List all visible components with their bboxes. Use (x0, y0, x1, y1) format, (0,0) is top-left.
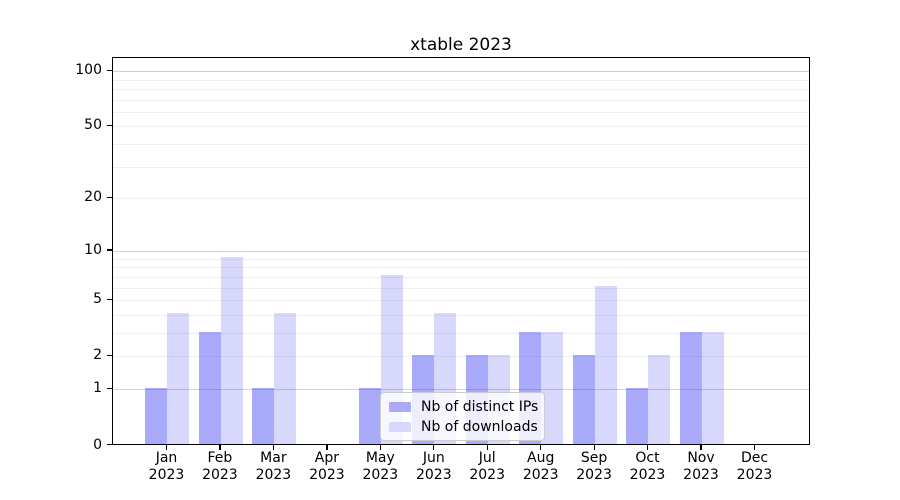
y-tick-0 (107, 444, 112, 446)
x-tick-label-oct: Oct 2023 (629, 450, 666, 483)
gridline-minor-40 (113, 144, 809, 146)
y-tick-5 (107, 298, 112, 300)
x-tick-feb (219, 445, 221, 450)
bar-distinct-ips-nov (679, 331, 702, 444)
gridline-minor-3 (113, 333, 809, 334)
legend-swatch-downloads (389, 421, 411, 432)
gridline-minor-80 (113, 88, 809, 90)
x-tick-nov (700, 445, 702, 450)
x-tick-label-jul: Jul 2023 (469, 450, 505, 483)
y-tick-label-2: 2 (93, 347, 102, 364)
x-tick-label-jan: Jan 2023 (148, 450, 185, 483)
y-tick-50 (107, 124, 112, 127)
gridline-minor-4 (113, 314, 809, 316)
y-tick-20 (107, 196, 112, 199)
y-tick-label-100: 100 (75, 62, 102, 78)
x-tick-label-dec: Dec 2023 (736, 450, 773, 483)
gridline-minor-5 (113, 300, 809, 302)
x-tick-may (379, 445, 381, 450)
x-tick-jan (165, 445, 168, 450)
bar-downloads-jan (167, 313, 189, 444)
gridline-minor-50 (113, 126, 809, 128)
gridline-minor-30 (113, 166, 809, 168)
bar-distinct-ips-jan (145, 387, 167, 444)
chart-title: xtable 2023 (410, 35, 512, 55)
y-tick-label-5: 5 (93, 291, 102, 308)
gridline-major-100 (113, 71, 809, 72)
gridline-minor-70 (113, 99, 809, 101)
gridline-minor-8 (113, 267, 809, 269)
bar-distinct-ips-sep (572, 354, 595, 444)
y-tick-label-0: 0 (93, 436, 102, 453)
bar-distinct-ips-mar (251, 387, 274, 444)
y-tick-label-10: 10 (84, 241, 102, 258)
gridline-minor-7 (113, 276, 809, 278)
gridline-minor-90 (113, 79, 809, 81)
gridline-minor-2 (113, 356, 809, 358)
legend-swatch-distinct-ips (389, 401, 411, 412)
gridline-major-1 (113, 389, 809, 391)
bar-distinct-ips-feb (198, 331, 221, 444)
x-tick-label-nov: Nov 2023 (683, 450, 719, 483)
bar-distinct-ips-may (358, 387, 381, 444)
x-tick-label-jun: Jun 2023 (415, 450, 452, 483)
gridline-minor-20 (113, 198, 809, 200)
x-tick-jul (486, 445, 488, 450)
x-tick-label-sep: Sep 2023 (576, 450, 612, 483)
gridline-major-10 (113, 250, 809, 252)
legend: Nb of distinct IPs Nb of downloads (380, 392, 545, 441)
gridline-minor-60 (113, 111, 809, 113)
x-tick-oct (646, 445, 649, 450)
y-tick-label-20: 20 (84, 189, 102, 206)
y-tick-label-50: 50 (84, 117, 102, 134)
x-tick-dec (753, 445, 756, 450)
plot-area (112, 57, 810, 445)
bar-downloads-sep (594, 286, 617, 444)
x-tick-label-aug: Aug 2023 (522, 450, 559, 483)
bar-downloads-oct (648, 354, 670, 444)
bar-downloads-mar (273, 313, 296, 444)
x-tick-apr (326, 445, 328, 450)
x-tick-label-feb: Feb 2023 (202, 450, 238, 483)
x-tick-label-mar: Mar 2023 (255, 450, 292, 483)
y-tick-2 (107, 354, 112, 357)
gridline-minor-9 (113, 258, 809, 260)
y-tick-100 (107, 69, 112, 71)
bar-downloads-nov (701, 331, 724, 444)
y-tick-1 (107, 387, 112, 390)
legend-label-distinct-ips: Nb of distinct IPs (421, 398, 539, 415)
bar-downloads-feb (220, 257, 243, 444)
x-tick-mar (272, 445, 275, 450)
y-tick-10 (107, 249, 112, 251)
legend-item-distinct-ips: Nb of distinct IPs (389, 398, 539, 415)
gridline-minor-6 (113, 287, 809, 289)
legend-item-downloads: Nb of downloads (389, 418, 538, 435)
x-tick-aug (540, 445, 542, 450)
x-tick-sep (593, 445, 595, 450)
x-tick-label-may: May 2023 (362, 450, 399, 483)
bar-distinct-ips-oct (626, 387, 648, 444)
x-tick-label-apr: Apr 2023 (309, 450, 345, 483)
x-tick-jun (433, 445, 435, 450)
legend-label-downloads: Nb of downloads (421, 418, 538, 435)
bar-downloads-aug (541, 331, 564, 444)
y-tick-label-1: 1 (93, 380, 102, 397)
